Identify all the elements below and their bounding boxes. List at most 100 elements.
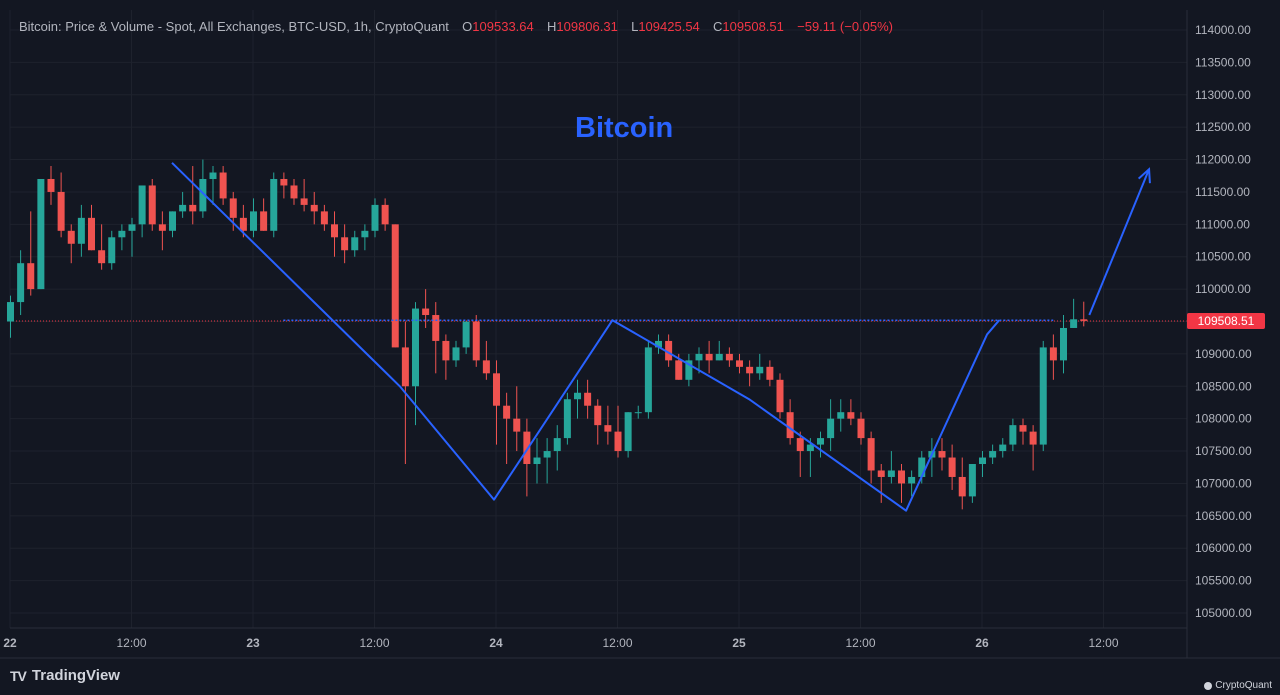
symbol-label[interactable]: Bitcoin: Price & Volume - Spot, All Exch…: [19, 19, 449, 34]
candle-body: [918, 457, 926, 477]
high-value: 109806.31: [556, 19, 618, 34]
candle-body: [1070, 319, 1078, 328]
candle-body: [452, 347, 460, 361]
breakout-arrow-head-icon: [1137, 167, 1151, 184]
candle-body: [250, 211, 257, 231]
candle-body: [655, 340, 662, 348]
candle-body: [979, 457, 986, 465]
candle-body: [776, 379, 784, 413]
time-tick-label: 12:00: [602, 636, 632, 650]
candle-body: [847, 412, 855, 419]
candle-body: [725, 353, 733, 361]
time-tick-label: 23: [246, 636, 260, 650]
candle-body: [432, 315, 440, 341]
drawings: [171, 162, 1151, 512]
time-tick-label: 24: [489, 636, 503, 650]
open-value: 109533.64: [472, 19, 534, 34]
time-tick-label: 12:00: [1088, 636, 1118, 650]
candle-body: [1009, 425, 1017, 445]
candle-body: [199, 178, 207, 212]
candle-body: [523, 431, 531, 465]
candle-body: [1049, 347, 1057, 361]
time-tick-label: 12:00: [116, 636, 146, 650]
price-tick-label: 106500.00: [1195, 509, 1252, 523]
candle-body: [300, 198, 308, 205]
candle-body: [533, 457, 541, 465]
tradingview-logo-icon: TV: [10, 667, 27, 684]
price-tick-label: 113000.00: [1195, 88, 1251, 102]
candle-body: [239, 217, 247, 231]
candle-body: [1060, 327, 1067, 361]
candle-body: [493, 373, 500, 406]
candle-body: [179, 204, 187, 212]
candle-body: [442, 340, 450, 361]
candle-body: [88, 217, 95, 251]
candle-body: [1080, 319, 1088, 321]
cryptoquant-logo: CryptoQuant: [1204, 680, 1272, 691]
candle-body: [27, 263, 35, 290]
price-tick-label: 113500.00: [1195, 55, 1251, 69]
candle-body: [472, 321, 480, 361]
close-label: C: [713, 19, 723, 34]
time-tick-label: 12:00: [845, 636, 875, 650]
candle-body: [290, 185, 298, 199]
time-tick-label: 12:00: [359, 636, 389, 650]
price-tick-label: 107000.00: [1195, 476, 1252, 490]
candle-body: [77, 217, 85, 244]
tradingview-logo[interactable]: TV TradingView: [10, 667, 120, 684]
candle-body: [17, 263, 25, 303]
candle-body: [401, 347, 409, 387]
candle-body: [270, 178, 278, 231]
annotation-title[interactable]: Bitcoin: [575, 112, 674, 144]
candle-body: [260, 211, 268, 231]
candle-body: [584, 392, 592, 406]
candle-body: [644, 347, 652, 413]
candle-body: [98, 250, 106, 264]
candle-body: [837, 412, 845, 419]
candle-body: [563, 399, 571, 439]
candle-body: [108, 237, 116, 264]
candle-body: [381, 204, 389, 225]
candle-body: [57, 191, 65, 231]
price-tick-label: 105000.00: [1195, 606, 1252, 620]
candle-body: [634, 412, 642, 414]
last-price-tag: 109508.51: [1187, 313, 1265, 329]
candle-body: [857, 418, 865, 439]
candle-body: [361, 230, 369, 238]
price-tick-label: 112000.00: [1195, 153, 1251, 167]
candle-body: [209, 172, 217, 179]
candle-body: [746, 366, 754, 374]
time-axis: 22 12:00 23 12:00 24 12:00 25 12:00 26 12:00: [0, 627, 1280, 659]
pattern-line: [171, 162, 1000, 512]
candle-body: [796, 438, 804, 452]
price-tick-label: 106000.00: [1195, 541, 1252, 555]
candle-body: [118, 230, 126, 238]
legend: Bitcoin: Price & Volume - Spot, All Exch…: [19, 19, 893, 34]
candle-body: [229, 198, 237, 218]
candle-body: [320, 211, 328, 225]
candle-body: [665, 340, 673, 361]
candle-body: [341, 237, 349, 251]
candle-body: [189, 204, 197, 212]
time-tick-label: 26: [975, 636, 989, 650]
price-tick-label: 110000.00: [1195, 282, 1251, 296]
candle-body: [280, 178, 288, 186]
low-value: 109425.54: [638, 19, 700, 34]
candle-body: [1019, 425, 1027, 432]
candle-body: [351, 237, 359, 251]
candle-body: [705, 353, 713, 361]
candle-body: [675, 360, 683, 380]
candle-body: [331, 224, 338, 238]
candle-body: [736, 360, 743, 367]
high-label: H: [547, 19, 557, 34]
price-tick-label: 109000.00: [1195, 347, 1252, 361]
candle-body: [806, 444, 814, 452]
candle-body: [391, 224, 399, 348]
candle-body: [462, 321, 470, 348]
candle-body: [887, 470, 895, 477]
candle-body: [695, 353, 703, 361]
candle-body: [594, 405, 602, 426]
price-tick-label: 110500.00: [1195, 250, 1251, 264]
